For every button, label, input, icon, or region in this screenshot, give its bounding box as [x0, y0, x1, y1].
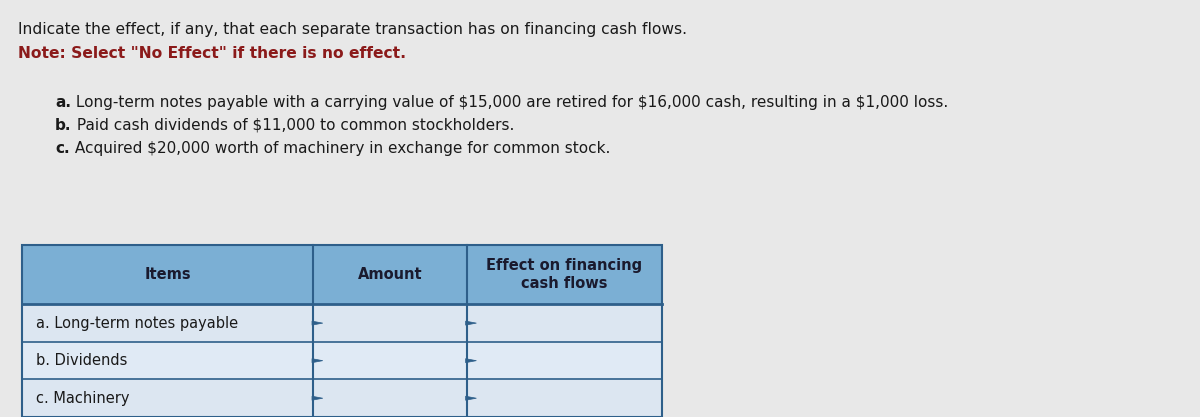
Text: Indicate the effect, if any, that each separate transaction has on financing cas: Indicate the effect, if any, that each s… — [18, 22, 686, 37]
Text: Effect on financing
cash flows: Effect on financing cash flows — [486, 258, 642, 291]
Text: Acquired $20,000 worth of machinery in exchange for common stock.: Acquired $20,000 worth of machinery in e… — [70, 141, 610, 156]
Polygon shape — [312, 321, 323, 325]
Text: c.: c. — [55, 141, 70, 156]
Text: Amount: Amount — [358, 267, 422, 282]
Text: Paid cash dividends of $11,000 to common stockholders.: Paid cash dividends of $11,000 to common… — [72, 118, 514, 133]
Text: b.: b. — [55, 118, 72, 133]
Bar — [22, 379, 662, 417]
Polygon shape — [466, 321, 476, 325]
Bar — [22, 342, 662, 379]
Polygon shape — [466, 359, 476, 363]
Text: a.: a. — [55, 95, 71, 110]
Text: a. Long-term notes payable: a. Long-term notes payable — [36, 316, 239, 331]
Text: b. Dividends: b. Dividends — [36, 353, 127, 368]
Bar — [22, 304, 662, 342]
Text: Items: Items — [144, 267, 191, 282]
Text: Note: Select "No Effect" if there is no effect.: Note: Select "No Effect" if there is no … — [18, 46, 406, 61]
Text: c. Machinery: c. Machinery — [36, 391, 130, 406]
Polygon shape — [312, 396, 323, 400]
Polygon shape — [466, 396, 476, 400]
Polygon shape — [312, 359, 323, 363]
Text: Long-term notes payable with a carrying value of $15,000 are retired for $16,000: Long-term notes payable with a carrying … — [71, 95, 948, 110]
